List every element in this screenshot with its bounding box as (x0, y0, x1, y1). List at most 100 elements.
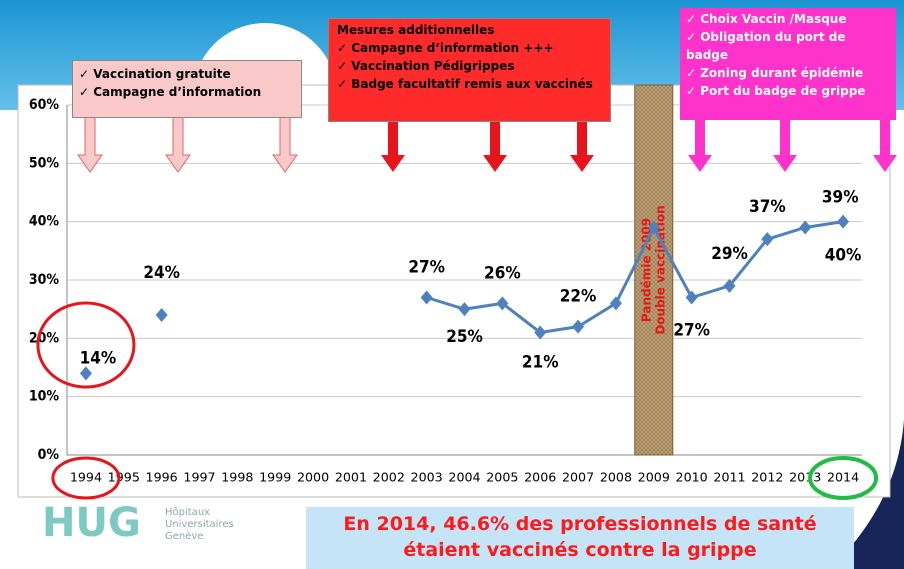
data-point (420, 290, 433, 305)
measure-arrow (688, 115, 712, 172)
x-tick-label: 2002 (373, 471, 405, 485)
measure-title: Mesures additionnelles (337, 23, 495, 37)
measure-item: ✓ Port du badge de grippe (686, 84, 866, 98)
value-label: 14% (80, 348, 117, 368)
measure-item: ✓ Campagne d’information (79, 85, 262, 99)
measure-item: ✓ Vaccination Pédigrippes (337, 59, 515, 73)
x-tick-label: 2013 (789, 471, 821, 485)
value-label: 21% (522, 353, 559, 373)
value-label: 25% (446, 327, 483, 347)
series-line (426, 220, 844, 335)
measure-text: Port du badge de grippe (700, 84, 866, 98)
pandemic-label: Pandémie 2009 (639, 218, 653, 322)
x-tick-label: 2004 (448, 471, 480, 485)
y-tick-label: 0% (38, 447, 60, 463)
measure-text: Choix Vaccin /Masque (700, 12, 847, 26)
x-tick-label: 1997 (183, 471, 215, 485)
x-tick-label: 2012 (751, 471, 783, 485)
measure-text: Obligation du port de badge (686, 30, 846, 62)
value-label: 26% (484, 263, 521, 283)
data-point (155, 308, 168, 322)
y-tick-label: 20% (29, 330, 60, 346)
plot-frame (17, 84, 891, 498)
x-tick-label: 2003 (411, 471, 443, 485)
highlight (36, 301, 136, 389)
data-point (723, 278, 736, 293)
measure-item: ✓ Choix Vaccin /Masque (686, 12, 847, 26)
data-point (534, 325, 547, 340)
logo-name: Genève (165, 530, 203, 542)
measure-arrow (570, 115, 594, 172)
measures-box: ✓ Vaccination gratuite ✓ Campagne d’info… (72, 60, 302, 118)
x-tick-label: 1995 (108, 471, 140, 485)
x-tick-label: 2008 (600, 471, 632, 485)
banner-line: En 2014, 46.6% des professionnels de san… (343, 513, 817, 535)
x-tick-label: 2014 (827, 471, 859, 485)
data-point (496, 296, 509, 311)
measure-arrow (272, 114, 298, 173)
x-tick-label: 1999 (259, 471, 291, 485)
value-label: 37% (749, 197, 786, 217)
measure-item: ✓ Vaccination gratuite (79, 67, 231, 81)
y-tick-label: 40% (29, 214, 60, 230)
measure-item: ✓ Zoning durant épidémie (686, 66, 864, 80)
y-tick-label: 30% (29, 272, 60, 288)
data-point (572, 319, 585, 334)
measure-text: Vaccination Pédigrippes (351, 59, 515, 73)
highlight (808, 456, 879, 500)
measure-item: ✓ Campagne d’information +++ (337, 41, 554, 55)
measure-arrow (165, 114, 191, 173)
measure-item: ✓ Obligation du port de badge (686, 30, 846, 62)
pandemic-label: Double vaccination (653, 205, 667, 334)
data-point (799, 220, 812, 235)
data-point (79, 366, 92, 381)
value-label: 22% (560, 287, 597, 307)
y-tick-label: 10% (29, 389, 60, 405)
highlight (51, 456, 121, 500)
logo-abbr: HUG (42, 500, 141, 546)
value-label: 40% (825, 246, 862, 266)
value-label: 39% (822, 188, 859, 208)
measures-box: ✓ Choix Vaccin /Masque ✓ Obligation du p… (680, 8, 896, 120)
x-tick-label: 2010 (676, 471, 708, 485)
x-tick-label: 2000 (297, 471, 329, 485)
measure-item: ✓ Badge facultatif remis aux vaccinés (337, 77, 593, 91)
data-point (647, 220, 660, 235)
banner-line: étaient vaccinés contre la grippe (403, 539, 757, 561)
banner: En 2014, 46.6% des professionnels de san… (306, 507, 854, 569)
x-tick-label: 1998 (221, 471, 253, 485)
logo-name: Universitaires (165, 519, 234, 530)
data-point (685, 290, 698, 305)
y-tick-label: 60% (29, 97, 60, 113)
measure-arrow (773, 115, 797, 172)
value-label: 27% (408, 258, 445, 278)
data-point (837, 214, 850, 229)
x-tick-label: 1996 (146, 471, 178, 485)
x-tick-label: 1994 (70, 471, 102, 485)
measure-text: Campagne d’information +++ (351, 41, 554, 55)
value-label: 24% (143, 263, 180, 283)
data-point (458, 302, 471, 317)
measure-arrow (381, 115, 405, 172)
x-tick-label: 2009 (638, 471, 670, 485)
logo-name: Hôpitaux (165, 506, 210, 518)
x-tick-label: 2007 (562, 471, 594, 485)
measure-text: Badge facultatif remis aux vaccinés (351, 77, 593, 91)
x-tick-label: 2005 (486, 471, 518, 485)
data-point (761, 232, 774, 247)
pandemic-rect (634, 84, 674, 456)
measure-arrow (873, 115, 897, 172)
data-point (609, 296, 622, 311)
x-tick-label: 2001 (335, 471, 367, 485)
measure-text: Vaccination gratuite (93, 67, 231, 81)
deco-swoosh (830, 420, 904, 569)
pandemic-bar: Pandémie 2009 Double vaccination (634, 84, 674, 456)
measure-arrow (77, 114, 103, 173)
x-tick-label: 2006 (524, 471, 556, 485)
y-tick-label: 50% (29, 155, 60, 171)
measure-arrow (483, 115, 507, 172)
measure-text: Campagne d’information (93, 85, 262, 99)
x-tick-label: 2011 (713, 471, 745, 485)
logo: HUG Hôpitaux Universitaires Genève (42, 500, 234, 546)
